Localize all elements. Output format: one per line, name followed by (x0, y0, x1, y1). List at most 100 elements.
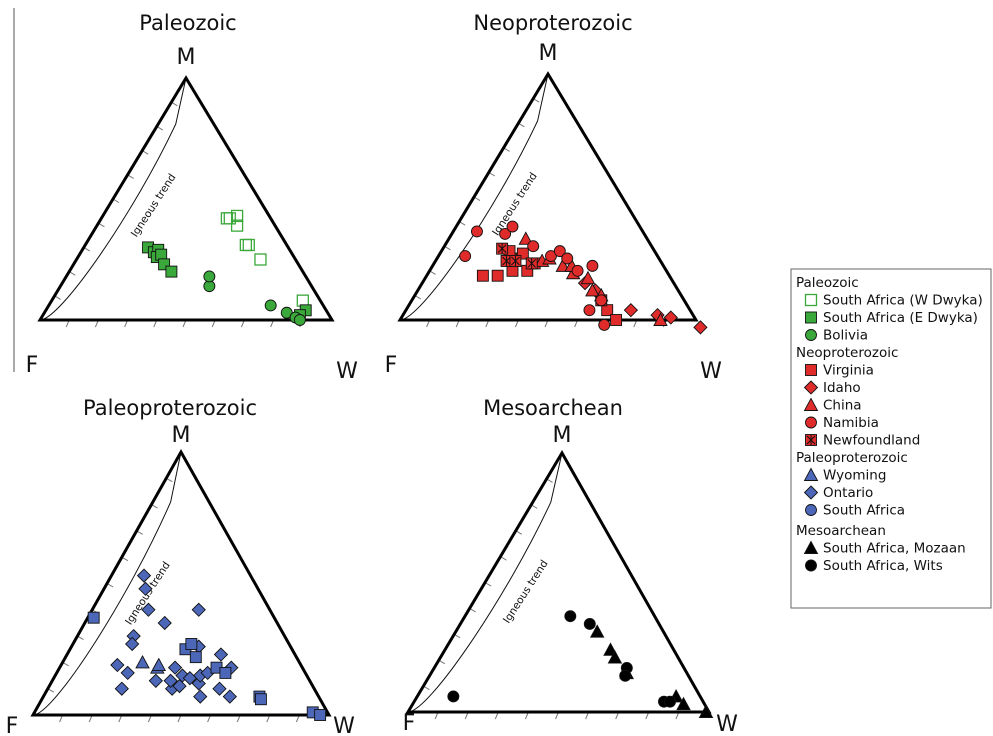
data-point (189, 651, 202, 664)
data-point (653, 312, 668, 326)
legend-marker (803, 380, 819, 395)
legend-marker (805, 434, 817, 446)
legend-item: South Africa (805, 503, 905, 519)
vertex-label-right: W (336, 359, 358, 384)
data-point (138, 581, 153, 596)
ternary-frame (30, 448, 332, 717)
data-point (623, 303, 639, 318)
legend-item-label: Wyoming (823, 468, 886, 484)
data-point (610, 314, 623, 326)
data-point (693, 320, 708, 335)
igneous-trend-curve (407, 452, 563, 713)
data-points (459, 220, 708, 335)
data-point (151, 657, 167, 671)
vertex-label-top: M (177, 45, 196, 70)
data-point (509, 255, 522, 267)
igneous-trend-curve (39, 77, 187, 321)
data-point (491, 269, 504, 282)
legend-item: South Africa (W Dwyka) (804, 293, 983, 309)
ternary-panel-paleoproterozoic: Paleoproterozoic Igneous trend M F W (6, 396, 355, 736)
data-point (585, 283, 600, 297)
legend-group-title: Paleoproterozoic (796, 450, 908, 466)
ternary-panel-mesoarchean: Mesoarchean Igneous trend M F W (403, 396, 738, 736)
data-point (293, 314, 306, 326)
legend-marker (805, 559, 817, 572)
data-point (314, 709, 327, 721)
data-point (476, 269, 489, 282)
igneous-trend-label: Igneous trend (129, 172, 179, 240)
data-point (212, 681, 227, 696)
legend-item: Bolivia (805, 328, 868, 344)
legend-item: South Africa, Wits (805, 558, 943, 574)
legend-marker (805, 504, 817, 516)
vertex-label-left: F (385, 353, 398, 378)
legend-group-title: Paleozoic (796, 275, 859, 291)
ternary-panel-paleozoic: Paleozoic Igneous trend M F W (26, 11, 358, 384)
data-point (506, 220, 519, 233)
data-points (447, 610, 714, 718)
data-point (220, 212, 234, 225)
vertex-label-top: M (539, 41, 558, 66)
data-point (601, 304, 614, 317)
vertex-label-top: M (553, 423, 572, 448)
data-point (213, 647, 229, 662)
data-point (125, 636, 140, 652)
legend-marker (805, 311, 817, 324)
data-point (459, 250, 472, 262)
data-point (254, 693, 267, 706)
data-point (499, 227, 512, 240)
chart-title: Mesoarchean (483, 396, 623, 420)
legend-item-label: Namibia (823, 415, 879, 431)
legend-item: China (803, 398, 862, 414)
axis-ticks (423, 478, 680, 720)
data-point (664, 695, 676, 708)
legend-item-label: Bolivia (823, 328, 868, 344)
igneous-trend-curve (32, 451, 182, 716)
data-point (110, 657, 125, 673)
legend-item: Namibia (805, 415, 879, 431)
data-point (564, 610, 577, 623)
data-point (586, 259, 599, 272)
data-point (598, 318, 611, 331)
axis-ticks (54, 101, 304, 328)
data-point (87, 611, 100, 624)
vertex-label-right: W (700, 359, 722, 384)
data-point (553, 245, 566, 258)
legend-marker (803, 485, 819, 500)
data-point (230, 209, 244, 223)
data-point (230, 219, 244, 232)
data-point (471, 225, 483, 238)
legend-item: Newfoundland (805, 433, 920, 449)
data-point (120, 665, 135, 681)
data-point (496, 242, 509, 255)
legend-item: Wyoming (803, 468, 886, 484)
data-point (203, 270, 216, 283)
data-point (698, 704, 714, 718)
chart-title: Paleozoic (139, 11, 236, 35)
vertex-label-top: M (172, 423, 191, 448)
data-point (167, 660, 183, 675)
legend-item-label: South Africa (823, 503, 905, 519)
ternary-frame (37, 75, 335, 322)
chart-title: Neoproterozoic (473, 11, 632, 35)
data-point (545, 250, 557, 262)
vertex-label-right: W (333, 714, 355, 736)
legend-item: South Africa, Mozaan (803, 540, 966, 557)
data-point (583, 304, 596, 317)
data-point (525, 257, 538, 270)
data-point (165, 265, 178, 278)
data-point (223, 212, 236, 225)
igneous-trend-label: Igneous trend (501, 558, 551, 626)
vertex-label-right: W (716, 712, 738, 736)
legend-marker (803, 540, 819, 554)
data-points (87, 568, 327, 721)
legend-item-label: South Africa, Wits (823, 558, 943, 574)
chart-title: Paleoproterozoic (83, 396, 257, 420)
legend-group-title: Neoproterozoic (796, 345, 898, 361)
vertex-label-left: F (403, 711, 416, 736)
data-point (148, 673, 163, 688)
ternary-frame (405, 450, 712, 714)
data-point (506, 264, 519, 277)
legend-marker (805, 416, 817, 429)
legend-item-label: Ontario (823, 485, 873, 501)
